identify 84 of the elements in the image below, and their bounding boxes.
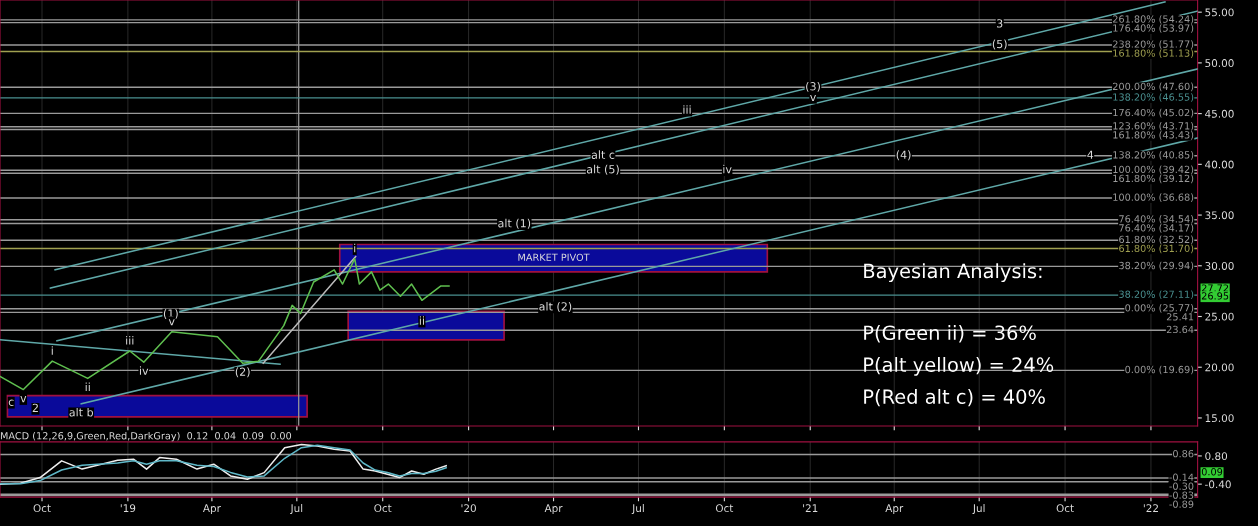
ref-line-label: 238.20% (51.77)	[1112, 40, 1194, 49]
ref-line-label: 76.40% (34.54)	[1119, 215, 1194, 224]
ref-line-label: 161.80% (43.43)	[1113, 131, 1194, 140]
annotation: (2)	[235, 367, 250, 378]
ref-line-label: 76.40% (34.17)	[1119, 224, 1194, 233]
annotation: 2	[32, 403, 38, 412]
annotation: c	[8, 399, 14, 406]
y-tick-label: 50.00	[1205, 59, 1234, 67]
annotation: alt (2)	[539, 302, 572, 312]
ref-line-label: 138.20% (40.85)	[1113, 151, 1194, 160]
y-tick-label: 20.00	[1205, 363, 1234, 372]
ref-line-label: 161.80% (51.13)	[1113, 49, 1194, 58]
y-tick-label: 15.00	[1205, 414, 1234, 423]
annotation: v	[810, 94, 816, 101]
ref-line-label: 176.40% (45.02)	[1113, 108, 1194, 118]
ref-line-label: 38.20% (27.11)	[1119, 290, 1194, 300]
x-tick-label: Jul	[290, 504, 303, 515]
annotation: Bayesian Analysis:	[864, 263, 1042, 283]
annotation: P(Red alt c) = 40%	[864, 388, 1045, 407]
annotation: (4)	[896, 150, 911, 161]
x-tick-label: Oct	[715, 504, 734, 513]
x-tick-label: Apr	[885, 504, 904, 515]
annotation: i	[354, 243, 356, 253]
ref-line-label: 23.64	[1166, 325, 1194, 334]
ref-line-label: 200.00% (47.60)	[1112, 82, 1194, 92]
ref-line-label: -0.14	[1169, 473, 1194, 481]
y-tick-label: 45.00	[1205, 109, 1234, 118]
ref-line-label: 261.80% (54.24)	[1112, 15, 1194, 24]
y-tick-label: 30.00	[1205, 262, 1234, 270]
annotation: ii	[419, 316, 424, 325]
annotation: (3)	[806, 81, 820, 92]
annotation: ii	[85, 382, 90, 391]
x-tick-label: Jul	[972, 504, 985, 515]
ref-line-label: 61.80% (31.70)	[1119, 244, 1194, 254]
ref-line-label: 0.00% (19.69)	[1125, 365, 1194, 375]
annotation: i	[51, 346, 53, 355]
ref-line-label: 176.40% (53.97)	[1113, 24, 1194, 33]
y-tick-label: 0.80	[1205, 452, 1228, 461]
annotation: 27.72	[1201, 284, 1229, 292]
ref-line-label: 100.00% (39.42)	[1113, 165, 1194, 175]
annotation: alt c	[591, 150, 615, 159]
annotation: 0.09	[1201, 468, 1223, 476]
ref-line-label: 38.20% (29.94)	[1119, 261, 1194, 271]
x-tick-label: '21	[803, 504, 818, 512]
x-tick-label: Jul	[631, 504, 644, 515]
annotation: iii	[126, 336, 134, 345]
ref-line-label: 0.86	[1173, 450, 1194, 458]
ref-line-label: 138.20% (46.55)	[1113, 93, 1194, 102]
y-tick-label: 35.00	[1205, 211, 1234, 220]
annotation: iii	[683, 105, 691, 114]
annotation: 4	[1087, 150, 1094, 159]
ref-line-label: -0.89	[1169, 500, 1194, 508]
x-tick-label: '20	[461, 504, 476, 513]
x-tick-label: '19	[120, 504, 136, 513]
ref-line-label: 25.41	[1166, 313, 1194, 321]
annotation: v	[168, 319, 175, 326]
annotation: 3	[997, 19, 1003, 28]
x-tick-label: Apr	[544, 504, 563, 515]
ref-line-label: 161.80% (39.12)	[1113, 174, 1194, 184]
y-tick-label: 25.00	[1205, 312, 1234, 321]
ref-line-label: 123.60% (43.71)	[1113, 122, 1194, 131]
series-label: MARKET PIVOT	[518, 253, 590, 261]
x-tick-label: Oct	[33, 504, 51, 513]
x-tick-label: Oct	[1056, 504, 1074, 513]
annotation: v	[20, 396, 27, 403]
annotation: iv	[139, 366, 149, 375]
x-tick-label: Oct	[374, 504, 392, 513]
y-tick-label: 55.00	[1205, 8, 1234, 17]
annotation: alt b	[69, 407, 94, 417]
annotation: alt (1)	[498, 218, 531, 229]
annotation: iv	[723, 164, 732, 174]
annotation: 26.95	[1201, 292, 1229, 300]
ref-line-label: 61.80% (32.52)	[1119, 235, 1194, 245]
ref-line-label: 0.00% (25.77)	[1125, 304, 1194, 313]
ref-line-label: -0.30	[1169, 482, 1194, 490]
chart-title: MACD (12,26,9,Green,Red,DarkGray) 0.12 0.04 0.09 0.00	[0, 431, 292, 442]
ref-line-label: -0.83	[1169, 491, 1194, 499]
y-tick-label: 40.00	[1205, 160, 1234, 169]
x-tick-label: Apr	[202, 504, 221, 515]
annotation: alt (5)	[586, 164, 619, 175]
x-tick-label: '22	[1143, 504, 1158, 512]
y-tick-label: -0.40	[1205, 480, 1231, 489]
ref-line-label: 100.00% (36.68)	[1113, 193, 1194, 202]
annotation: (5)	[992, 39, 1007, 50]
